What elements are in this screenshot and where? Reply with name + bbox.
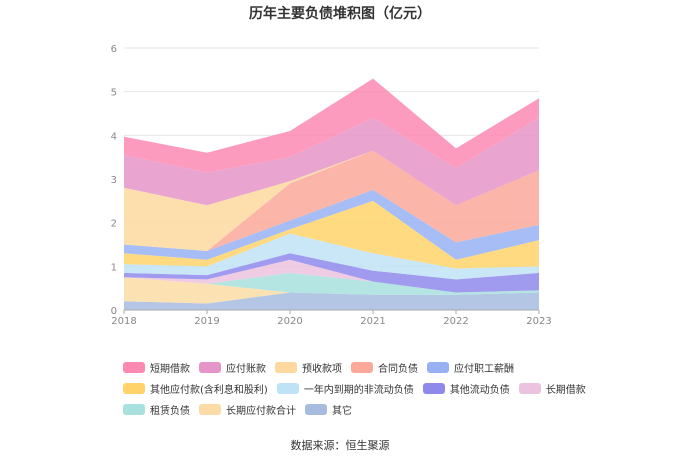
area-series[interactable] bbox=[124, 200, 539, 269]
y-tick-label: 1 bbox=[111, 262, 117, 273]
legend-item[interactable]: 长期借款 bbox=[518, 381, 586, 396]
legend-swatch bbox=[351, 362, 373, 373]
legend-item[interactable]: 租赁负债 bbox=[123, 402, 190, 417]
data-source-note: 数据来源：恒生聚源 bbox=[290, 439, 390, 452]
legend-swatch bbox=[123, 383, 145, 394]
area-series[interactable] bbox=[124, 150, 539, 252]
legend-label: 合同负债 bbox=[378, 364, 418, 375]
legend-label: 长期借款 bbox=[545, 385, 586, 396]
legend-label: 应付职工薪酬 bbox=[454, 364, 514, 375]
legend-item[interactable]: 预收款项 bbox=[275, 360, 342, 375]
x-tick-label: 2019 bbox=[194, 316, 219, 327]
chart-title: 历年主要负债堆积图（亿元） bbox=[249, 6, 431, 22]
legend-swatch bbox=[199, 362, 221, 373]
legend-label: 一年内到期的非流动负债 bbox=[303, 385, 414, 396]
x-tick-label: 2020 bbox=[277, 316, 302, 327]
legend-item[interactable]: 应付账款 bbox=[199, 360, 266, 375]
legend-item[interactable]: 其它 bbox=[305, 402, 352, 417]
legend-label: 其他应付款(含利息和股利) bbox=[150, 385, 268, 396]
legend-label: 短期借款 bbox=[150, 364, 190, 375]
area-series[interactable] bbox=[124, 292, 539, 310]
legend-swatch bbox=[276, 383, 299, 394]
legend-row-2: 其他应付款(含利息和股利) 一年内到期的非流动负债 其他流动负债 长期借款 bbox=[123, 378, 586, 399]
area-series[interactable] bbox=[124, 150, 539, 252]
x-tick-label: 2021 bbox=[360, 316, 385, 327]
legend-item[interactable]: 其他流动负债 bbox=[422, 381, 510, 396]
legend-label: 长期应付款合计 bbox=[226, 406, 296, 417]
area-series[interactable] bbox=[124, 189, 539, 260]
x-tick-label: 2022 bbox=[443, 316, 468, 327]
y-tick-label: 4 bbox=[111, 131, 117, 142]
axis-layer: 0 1 2 3 4 5 6 2018 2019 2020 2021 2022 2023 bbox=[111, 44, 552, 327]
y-tick-label: 6 bbox=[111, 44, 117, 55]
area-series[interactable] bbox=[124, 117, 539, 206]
legend-item[interactable]: 合同负债 bbox=[351, 360, 418, 375]
legend-swatch bbox=[199, 404, 221, 415]
area-series[interactable] bbox=[124, 272, 539, 295]
area-series[interactable] bbox=[124, 78, 539, 173]
legend-swatch bbox=[123, 404, 145, 415]
x-tick-label: 2018 bbox=[111, 316, 136, 327]
x-tick-label: 2023 bbox=[526, 316, 551, 327]
area-series[interactable] bbox=[124, 233, 539, 280]
legend-row-1: 短期借款 应付账款 预收款项 合同负债 应付职工薪酬 bbox=[123, 357, 573, 378]
y-tick-label: 2 bbox=[111, 219, 117, 230]
legend-item[interactable]: 长期应付款合计 bbox=[199, 402, 296, 417]
legend-label: 应付账款 bbox=[226, 364, 266, 375]
legend-swatch bbox=[422, 383, 445, 394]
legend-swatch bbox=[275, 362, 297, 373]
legend-swatch bbox=[518, 383, 541, 394]
area-series[interactable] bbox=[124, 253, 539, 293]
legend-swatch bbox=[305, 404, 327, 415]
legend-item[interactable]: 一年内到期的非流动负债 bbox=[276, 381, 414, 396]
y-tick-label: 3 bbox=[111, 175, 117, 186]
legend-row-3: 租赁负债 长期应付款合计 其它 bbox=[123, 399, 573, 420]
y-tick-label: 5 bbox=[111, 88, 117, 99]
legend-item[interactable]: 短期借款 bbox=[123, 360, 190, 375]
legend-item[interactable]: 其他应付款(含利息和股利) bbox=[123, 381, 268, 396]
legend-label: 租赁负债 bbox=[150, 406, 190, 417]
area-series[interactable] bbox=[124, 277, 539, 304]
area-series[interactable] bbox=[124, 259, 539, 293]
legend-swatch bbox=[123, 362, 145, 373]
legend-swatch bbox=[427, 362, 449, 373]
legend: 短期借款 应付账款 预收款项 合同负债 应付职工薪酬 其他应付款(含利息和股利)… bbox=[123, 357, 586, 420]
y-tick-label: 0 bbox=[111, 306, 117, 317]
legend-label: 其他流动负债 bbox=[449, 385, 510, 396]
legend-item[interactable]: 应付职工薪酬 bbox=[427, 360, 514, 375]
area-layer bbox=[124, 78, 539, 310]
legend-label: 预收款项 bbox=[302, 364, 342, 375]
legend-label: 其它 bbox=[332, 406, 352, 417]
